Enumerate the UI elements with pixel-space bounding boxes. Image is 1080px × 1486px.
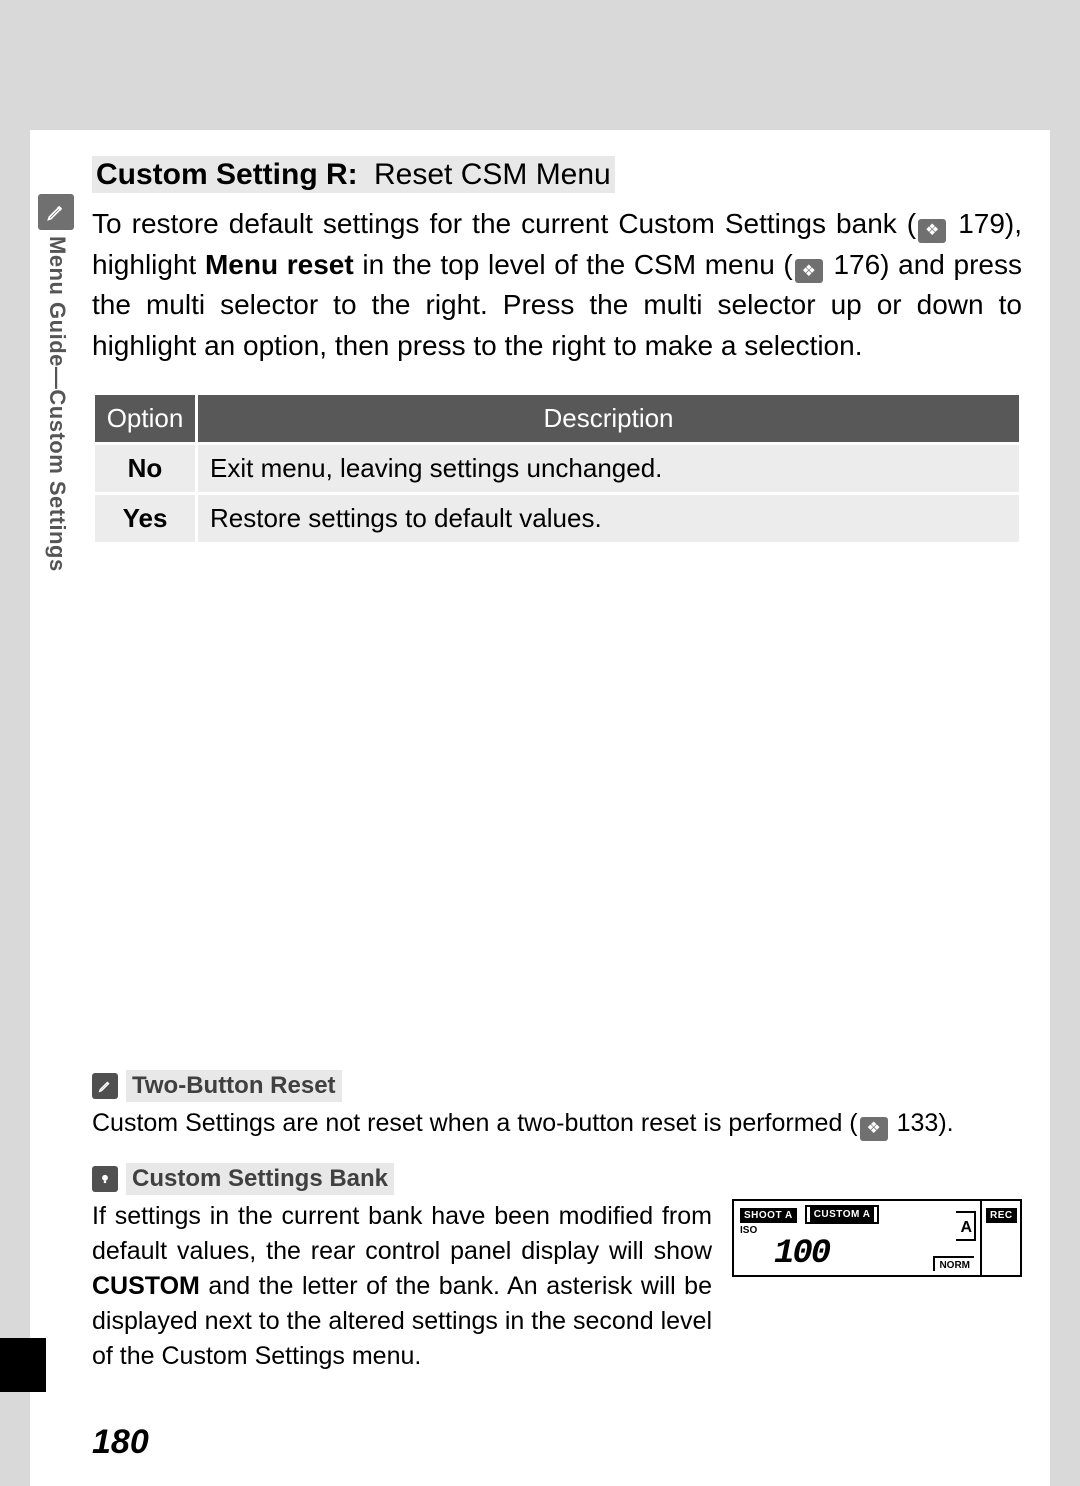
pencil-note-icon <box>92 1073 118 1099</box>
note1-title: Two-Button Reset <box>92 1070 1022 1102</box>
lcd-segment-number: 100 <box>774 1235 829 1273</box>
col-description: Description <box>198 395 1019 442</box>
page-number: 180 <box>92 1423 149 1462</box>
note1-body: Custom Settings are not reset when a two… <box>92 1106 1022 1141</box>
lcd-bank-letter: A <box>960 1219 972 1237</box>
opt-no: No <box>95 445 195 492</box>
lcd-norm: NORM <box>933 1256 974 1271</box>
bulb-note-icon <box>92 1166 118 1192</box>
manual-page: Menu Guide—Custom Settings Custom Settin… <box>30 0 1050 1486</box>
menu-reset-label: Menu reset <box>205 249 354 280</box>
footnotes: Two-Button Reset Custom Settings are not… <box>92 1070 1022 1396</box>
page-ref-icon: ❖ <box>795 259 823 283</box>
desc-yes: Restore settings to default values. <box>198 495 1019 542</box>
desc-no: Exit menu, leaving settings unchanged. <box>198 445 1019 492</box>
note2-title: Custom Settings Bank <box>92 1163 1022 1195</box>
col-option: Option <box>95 395 195 442</box>
lcd-rec-badge: REC <box>986 1208 1017 1223</box>
page-ref-icon: ❖ <box>918 219 946 243</box>
opt-yes: Yes <box>95 495 195 542</box>
lcd-custom-badge: CUSTOM A <box>805 1205 880 1224</box>
intro-paragraph: To restore default settings for the curr… <box>92 204 1022 366</box>
page-ref-icon: ❖ <box>860 1117 888 1141</box>
pencil-tab-icon <box>38 194 74 230</box>
table-row: No Exit menu, leaving settings unchanged… <box>95 445 1019 492</box>
custom-label: CUSTOM <box>92 1272 200 1300</box>
table-row: Yes Restore settings to default values. <box>95 495 1019 542</box>
title-rest: Reset CSM Menu <box>362 156 615 193</box>
thumb-tab <box>0 1338 46 1392</box>
page-header-gray <box>30 0 1050 130</box>
title-bold: Custom Setting R: <box>92 156 362 193</box>
section-title: Custom Setting R: Reset CSM Menu <box>92 155 1022 194</box>
options-table: Option Description No Exit menu, leaving… <box>92 392 1022 545</box>
rear-panel-display: SHOOT A ISO CUSTOM A A 100 NORM REC <box>732 1199 1022 1277</box>
side-section-label: Menu Guide—Custom Settings <box>44 236 70 572</box>
lcd-shoot-badge: SHOOT A <box>740 1208 797 1223</box>
main-content: Custom Setting R: Reset CSM Menu To rest… <box>92 155 1022 545</box>
note2-body: If settings in the current bank have bee… <box>92 1199 712 1374</box>
